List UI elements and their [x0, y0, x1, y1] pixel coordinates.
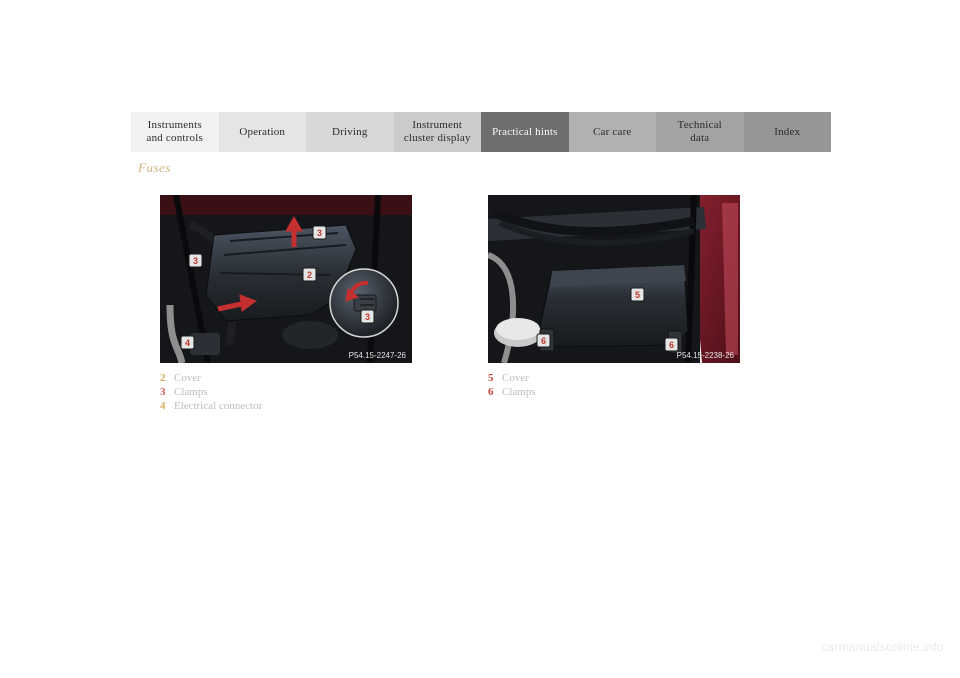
watermark: carmanualsonline.info	[821, 640, 944, 654]
caption-num: 5	[488, 372, 502, 384]
caption-text: Cover	[174, 372, 201, 384]
page: Instruments and controls Operation Drivi…	[0, 0, 960, 678]
nav-tabs: Instruments and controls Operation Drivi…	[131, 112, 831, 152]
tab-instruments-controls[interactable]: Instruments and controls	[131, 112, 219, 152]
tab-practical-hints[interactable]: Practical hints	[481, 112, 569, 152]
caption-text: Cover	[502, 372, 529, 384]
tab-operation[interactable]: Operation	[219, 112, 307, 152]
svg-text:3: 3	[317, 228, 322, 238]
engine-bay-right-svg: 5 6 6 P54.15-2238-26	[488, 195, 740, 363]
tab-label: Technical data	[678, 119, 722, 145]
tab-technical-data[interactable]: Technical data	[656, 112, 744, 152]
tab-label: Driving	[332, 126, 368, 139]
tab-label: Car care	[593, 126, 632, 139]
tab-label: Index	[774, 126, 800, 139]
tab-label: Operation	[239, 126, 285, 139]
svg-text:3: 3	[365, 312, 370, 322]
caption-num: 2	[160, 372, 174, 384]
tab-driving[interactable]: Driving	[306, 112, 394, 152]
engine-bay-left-svg: 3 3 2 3 4 P54.15-2247-26	[160, 195, 412, 363]
caption-line: 4 Electrical connector	[160, 400, 412, 412]
caption-num: 6	[488, 386, 502, 398]
caption-text: Electrical connector	[174, 400, 262, 412]
caption-num: 4	[160, 400, 174, 412]
svg-text:5: 5	[635, 290, 640, 300]
tab-label: Instruments and controls	[147, 119, 203, 145]
tab-label: Practical hints	[492, 126, 558, 139]
svg-text:6: 6	[541, 336, 546, 346]
caption-line: 5 Cover	[488, 372, 740, 384]
photo-ref-left: P54.15-2247-26	[349, 351, 407, 360]
svg-text:4: 4	[185, 338, 190, 348]
caption-left: 2 Cover 3 Clamps 4 Electrical connector	[160, 372, 412, 414]
tab-index[interactable]: Index	[744, 112, 832, 152]
caption-text: Clamps	[174, 386, 208, 398]
svg-text:2: 2	[307, 270, 312, 280]
tab-label: Instrument cluster display	[404, 119, 471, 145]
tab-instrument-cluster[interactable]: Instrument cluster display	[394, 112, 482, 152]
caption-line: 3 Clamps	[160, 386, 412, 398]
caption-line: 6 Clamps	[488, 386, 740, 398]
figure-right: 5 6 6 P54.15-2238-26	[488, 195, 740, 363]
page-title: Fuses	[138, 160, 171, 176]
svg-text:3: 3	[193, 256, 198, 266]
svg-text:6: 6	[669, 340, 674, 350]
figure-left: 3 3 2 3 4 P54.15-2247-26	[160, 195, 412, 363]
caption-num: 3	[160, 386, 174, 398]
tab-car-care[interactable]: Car care	[569, 112, 657, 152]
caption-line: 2 Cover	[160, 372, 412, 384]
caption-right: 5 Cover 6 Clamps	[488, 372, 740, 400]
caption-text: Clamps	[502, 386, 536, 398]
photo-ref-right: P54.15-2238-26	[677, 351, 735, 360]
